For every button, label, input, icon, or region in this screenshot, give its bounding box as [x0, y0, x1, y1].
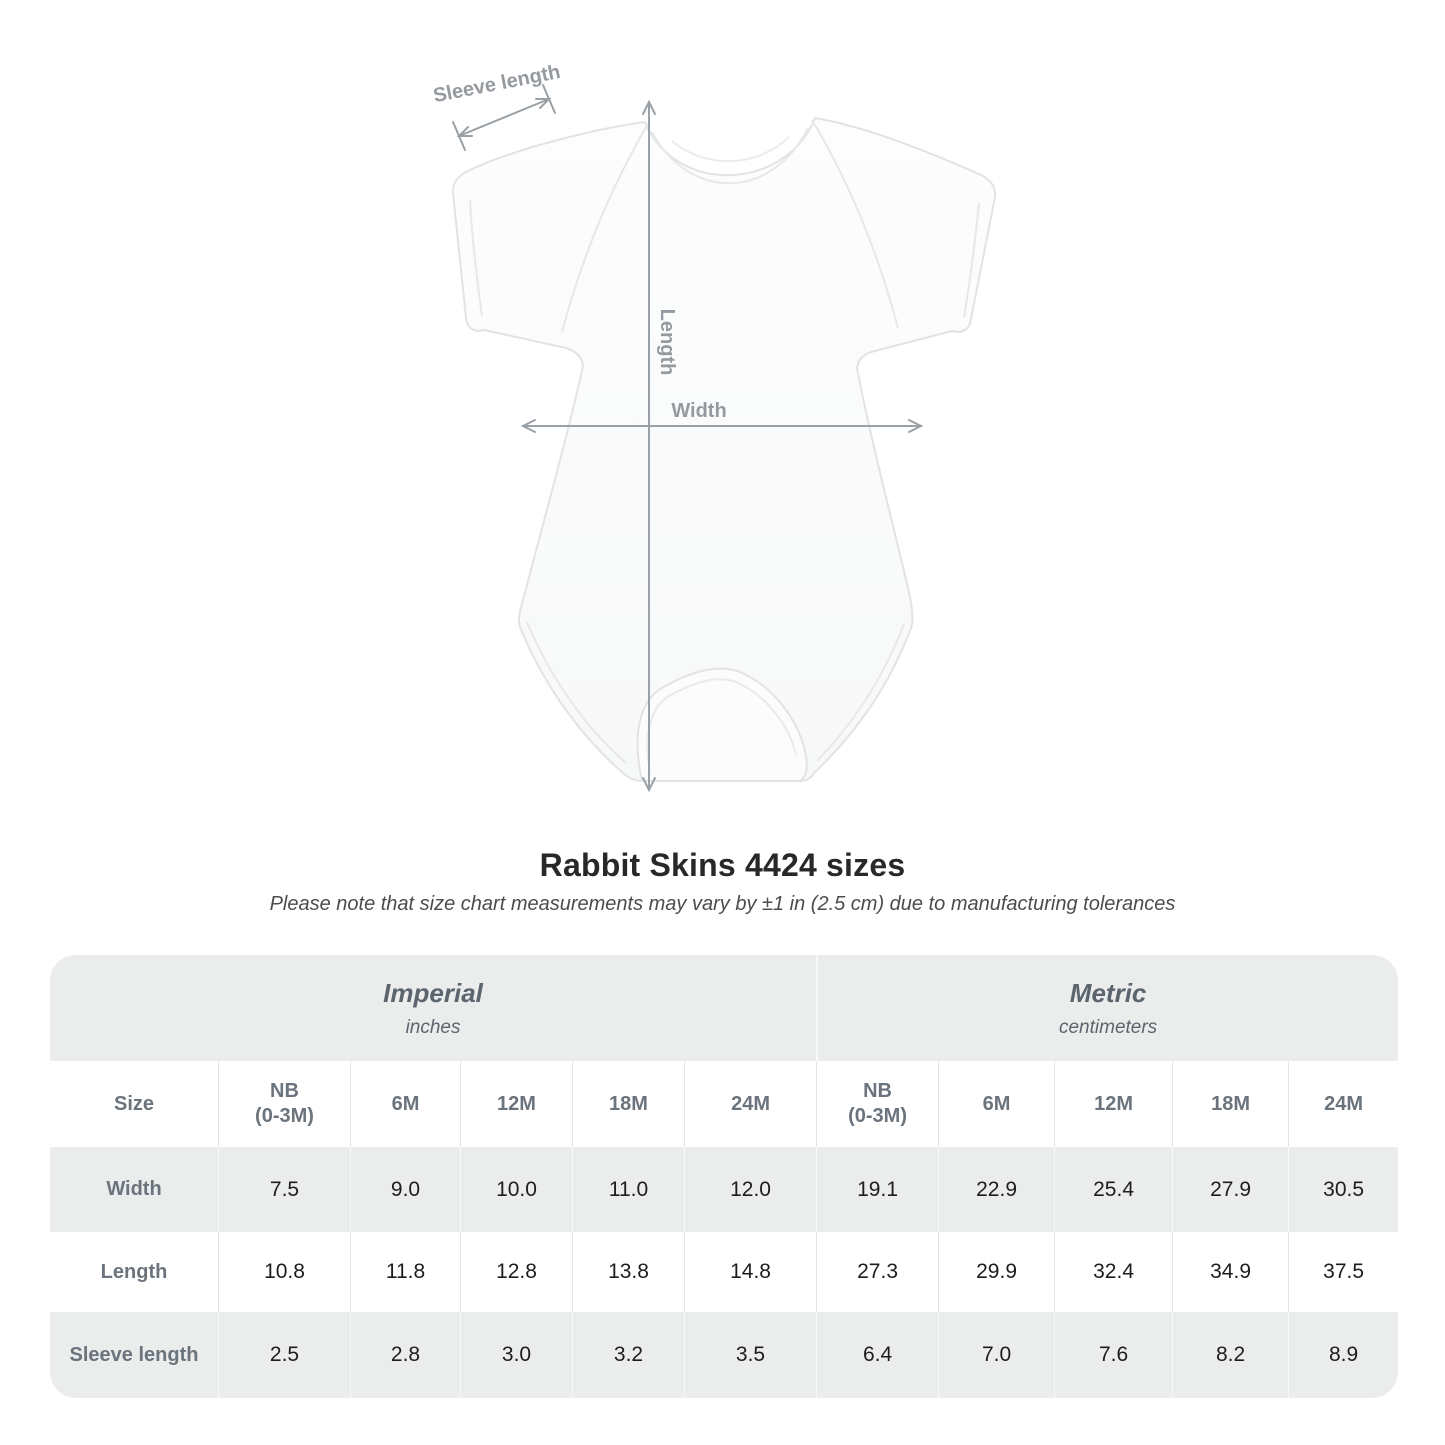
- col-header-nb-imperial: NB (0-3M): [218, 1061, 350, 1147]
- metric-unit-label: centimeters: [1058, 1016, 1158, 1038]
- col-header-nb-metric: NB (0-3M): [816, 1061, 939, 1147]
- col-header-6m-imperial: 6M: [350, 1061, 460, 1147]
- width-value-cell: 10.0: [460, 1147, 572, 1232]
- col-header-18m-metric: 18M: [1172, 1061, 1289, 1147]
- sleeve-value-cell: 3.5: [684, 1312, 817, 1398]
- length-value-cell: 14.8: [684, 1232, 817, 1312]
- width-value-cell: 9.0: [350, 1147, 460, 1232]
- width-arrow: [520, 419, 924, 433]
- imperial-label: Imperial: [383, 977, 483, 1008]
- imperial-unit-label: inches: [405, 1016, 461, 1038]
- size-column-header: Size: [50, 1061, 218, 1147]
- sleeve-length-arrow: [452, 84, 556, 151]
- sleeve-value-cell: 8.2: [1172, 1312, 1289, 1398]
- sleeve-value-cell: 7.0: [938, 1312, 1055, 1398]
- sleeve-value-cell: 2.8: [350, 1312, 460, 1398]
- row-label-sleeve-length: Sleeve length: [50, 1312, 218, 1398]
- width-value-cell: 11.0: [572, 1147, 684, 1232]
- width-value-cell: 22.9: [938, 1147, 1055, 1232]
- width-value-cell: 25.4: [1054, 1147, 1173, 1232]
- width-value-cell: 19.1: [816, 1147, 939, 1232]
- col-header-12m-metric: 12M: [1054, 1061, 1173, 1147]
- imperial-unit-header: Imperial inches: [50, 955, 817, 1061]
- sleeve-value-cell: 8.9: [1288, 1312, 1398, 1398]
- length-value-cell: 13.8: [572, 1232, 684, 1312]
- width-value-cell: 7.5: [218, 1147, 350, 1232]
- width-value-cell: 12.0: [684, 1147, 817, 1232]
- size-table: Imperial inches Metric centimeters Size …: [50, 955, 1398, 1398]
- sleeve-value-cell: 7.6: [1054, 1312, 1173, 1398]
- table-row-sleeve-length: Sleeve length 2.5 2.8 3.0 3.2 3.5 6.4 7.…: [50, 1312, 1398, 1398]
- sleeve-length-label: Sleeve length: [431, 61, 562, 107]
- length-value-cell: 27.3: [816, 1232, 939, 1312]
- size-header-row: Size NB (0-3M) 6M 12M 18M 24M NB (0-3M) …: [50, 1061, 1398, 1147]
- width-value-cell: 27.9: [1172, 1147, 1289, 1232]
- length-value-cell: 12.8: [460, 1232, 572, 1312]
- sleeve-value-cell: 2.5: [218, 1312, 350, 1398]
- row-label-length: Length: [50, 1232, 218, 1312]
- sleeve-value-cell: 3.2: [572, 1312, 684, 1398]
- tolerance-note: Please note that size chart measurements…: [269, 893, 1176, 915]
- row-label-width: Width: [50, 1147, 218, 1232]
- sleeve-value-cell: 6.4: [816, 1312, 939, 1398]
- length-arrow: [642, 99, 656, 793]
- col-header-6m-metric: 6M: [938, 1061, 1055, 1147]
- width-label: Width: [671, 400, 726, 422]
- col-header-24m-imperial: 24M: [684, 1061, 817, 1147]
- unit-group-row: Imperial inches Metric centimeters: [50, 955, 1398, 1061]
- length-value-cell: 29.9: [938, 1232, 1055, 1312]
- metric-unit-header: Metric centimeters: [816, 955, 1398, 1061]
- col-header-12m-imperial: 12M: [460, 1061, 572, 1147]
- sleeve-value-cell: 3.0: [460, 1312, 572, 1398]
- metric-label: Metric: [1069, 977, 1147, 1008]
- width-value-cell: 30.5: [1288, 1147, 1398, 1232]
- length-value-cell: 32.4: [1054, 1232, 1173, 1312]
- length-value-cell: 11.8: [350, 1232, 460, 1312]
- table-row-length: Length 10.8 11.8 12.8 13.8 14.8 27.3 29.…: [50, 1232, 1398, 1312]
- bodysuit-illustration: [451, 117, 997, 782]
- size-table-container: Imperial inches Metric centimeters Size …: [50, 955, 1398, 1398]
- col-header-24m-metric: 24M: [1288, 1061, 1398, 1147]
- page-title: Rabbit Skins 4424 sizes: [539, 847, 906, 883]
- col-header-18m-imperial: 18M: [572, 1061, 684, 1147]
- length-value-cell: 37.5: [1288, 1232, 1398, 1312]
- length-value-cell: 10.8: [218, 1232, 350, 1312]
- length-value-cell: 34.9: [1172, 1232, 1289, 1312]
- bodysuit-diagram: Sleeve length Length Width: [431, 61, 997, 793]
- length-label: Length: [656, 309, 678, 376]
- table-row-width: Width 7.5 9.0 10.0 11.0 12.0 19.1 22.9 2…: [50, 1147, 1398, 1232]
